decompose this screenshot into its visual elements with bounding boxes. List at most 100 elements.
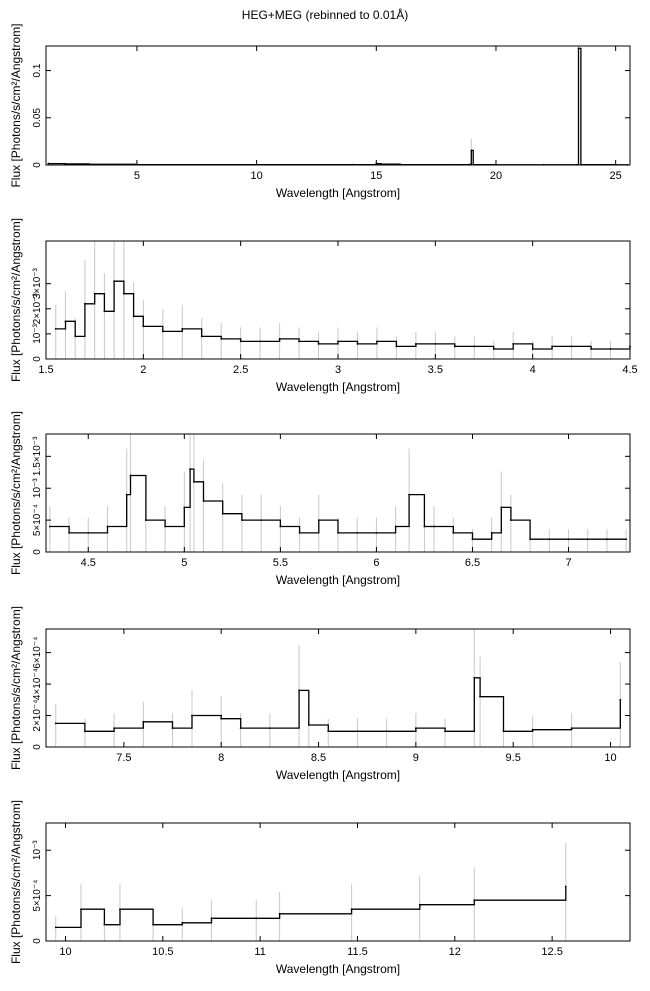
data-point-2-8 bbox=[122, 292, 125, 295]
spectrum-line-5 bbox=[55, 886, 567, 929]
data-point-2-14 bbox=[220, 338, 223, 340]
x-tick-label-3-4: 6 bbox=[373, 557, 379, 569]
x-tick-label-2-3: 2.5 bbox=[233, 364, 248, 376]
data-point-4-12 bbox=[327, 730, 330, 733]
data-point-3-22 bbox=[394, 525, 397, 528]
data-point-4-18 bbox=[479, 695, 482, 698]
chart-5: 10 10.5 11 11.5 12 12.5 0 5×10⁻⁴ 10⁻³ Wavelength … bbox=[9, 800, 631, 976]
plot-frame-3 bbox=[45, 433, 631, 553]
data-point-2-12 bbox=[181, 327, 184, 330]
data-point-2-22 bbox=[376, 340, 378, 343]
data-point-4-20 bbox=[531, 728, 534, 731]
data-point-5-12 bbox=[473, 899, 476, 902]
data-point-3-17 bbox=[298, 531, 301, 534]
data-point-2-30 bbox=[531, 348, 534, 350]
data-point-2-19 bbox=[317, 343, 320, 345]
data-point-2-31 bbox=[551, 345, 554, 348]
data-point-2-21 bbox=[356, 343, 359, 345]
x-tick-label-2-4: 3 bbox=[335, 364, 341, 376]
data-point-2-34 bbox=[609, 348, 612, 350]
data-point-4-9 bbox=[268, 727, 271, 730]
x-tick-label-5-4: 11.5 bbox=[347, 946, 368, 958]
x-axis-label-1: Wavelength [Angstrom] bbox=[276, 186, 400, 200]
x-tick-label-3-3: 5.5 bbox=[273, 557, 288, 569]
data-point-2-20 bbox=[337, 340, 339, 343]
data-point-3-16 bbox=[279, 525, 282, 528]
y-tick-label-4-2: 2×10⁻⁴ bbox=[32, 699, 43, 731]
data-point-1-1 bbox=[47, 162, 50, 165]
spectrum-line-2 bbox=[55, 280, 631, 350]
chart-3: 4.5 5 5.5 6 6.5 7 0 5×10⁻⁴ 10⁻³ 1.5×10⁻³ Wavelengt… bbox=[9, 411, 631, 587]
data-point-2-28 bbox=[492, 348, 495, 350]
data-point-2-6 bbox=[103, 310, 106, 313]
data-point-2-2 bbox=[64, 320, 67, 323]
y-tick-label-5-1: 0 bbox=[32, 938, 43, 944]
y-axis-label-5: Flux [Photons/s/cm²/Angstrom] bbox=[9, 800, 23, 964]
data-point-2-16 bbox=[259, 340, 262, 343]
data-point-5-10 bbox=[350, 908, 353, 911]
y-tick-label-2-2: 10⁻³ bbox=[32, 323, 43, 343]
data-point-5-2 bbox=[80, 908, 82, 911]
data-point-3-30 bbox=[509, 519, 512, 522]
data-point-3-36 bbox=[625, 538, 628, 541]
x-tick-label-5-2: 10.5 bbox=[152, 946, 173, 958]
x-axis-label-5: Wavelength [Angstrom] bbox=[276, 962, 400, 976]
data-point-5-13 bbox=[564, 885, 567, 888]
data-point-5-1 bbox=[54, 926, 57, 929]
data-point-2-23 bbox=[395, 345, 398, 348]
spectrum-line-3 bbox=[49, 468, 627, 540]
y-tick-label-3-2: 5×10⁻⁴ bbox=[32, 504, 43, 536]
y-axis-label-3: Flux [Photons/s/cm²/Angstrom] bbox=[9, 411, 23, 575]
data-point-5-8 bbox=[255, 917, 258, 920]
y-tick-label-2-1: 0 bbox=[32, 356, 43, 362]
data-point-3-1 bbox=[48, 525, 51, 528]
data-point-2-7 bbox=[113, 280, 116, 283]
data-point-3-20 bbox=[356, 531, 359, 534]
x-tick-label-4-6: 10 bbox=[604, 752, 616, 764]
data-point-3-9 bbox=[183, 506, 186, 509]
data-point-2-32 bbox=[570, 345, 573, 348]
data-point-4-16 bbox=[444, 730, 446, 733]
y-tick-label-1-1: 0 bbox=[32, 162, 43, 168]
data-point-3-11 bbox=[193, 480, 195, 483]
data-point-3-12 bbox=[202, 500, 205, 502]
data-point-3-19 bbox=[337, 531, 339, 534]
data-point-4-5 bbox=[171, 727, 174, 730]
data-point-3-25 bbox=[433, 525, 435, 528]
y-tick-label-3-1: 0 bbox=[32, 549, 43, 555]
data-point-3-6 bbox=[129, 474, 132, 477]
y-tick-label-2-4: 3×10⁻³ bbox=[32, 267, 43, 299]
x-tick-label-2-1: 1.5 bbox=[38, 364, 53, 376]
data-point-5-6 bbox=[181, 921, 184, 924]
data-point-1-19 bbox=[577, 47, 580, 50]
data-point-5-5 bbox=[152, 923, 154, 926]
data-point-4-1 bbox=[54, 722, 57, 725]
x-tick-label-2-7: 4.5 bbox=[622, 364, 637, 376]
data-point-3-31 bbox=[529, 538, 532, 541]
data-point-3-4 bbox=[106, 525, 109, 528]
data-point-3-35 bbox=[606, 538, 608, 541]
data-point-4-22 bbox=[619, 698, 622, 701]
data-point-4-2 bbox=[84, 730, 86, 733]
x-tick-label-4-4: 9 bbox=[413, 752, 419, 764]
x-tick-label-3-5: 6.5 bbox=[465, 557, 480, 569]
data-point-3-3 bbox=[87, 531, 90, 534]
data-point-3-14 bbox=[241, 519, 243, 522]
data-point-2-15 bbox=[239, 340, 242, 343]
x-tick-label-5-1: 10 bbox=[59, 946, 71, 958]
data-point-4-19 bbox=[502, 730, 505, 733]
data-point-2-1 bbox=[54, 327, 57, 330]
data-point-4-4 bbox=[142, 720, 145, 723]
chart-4: 7.5 8 8.5 9 9.5 10 0 2×10⁻⁴4×10⁻⁴6×10⁻⁴ Waveleng… bbox=[9, 606, 631, 782]
x-tick-label-3-2: 5 bbox=[181, 557, 187, 569]
spectrum-line-4 bbox=[55, 677, 621, 732]
data-point-5-9 bbox=[278, 912, 281, 915]
data-point-3-24 bbox=[423, 525, 426, 528]
data-point-3-28 bbox=[490, 531, 493, 534]
y-tick-label-5-3: 10⁻³ bbox=[32, 840, 43, 860]
data-point-1-2 bbox=[64, 162, 67, 165]
data-point-2-13 bbox=[200, 335, 203, 338]
x-tick-label-4-2: 8 bbox=[218, 752, 224, 764]
